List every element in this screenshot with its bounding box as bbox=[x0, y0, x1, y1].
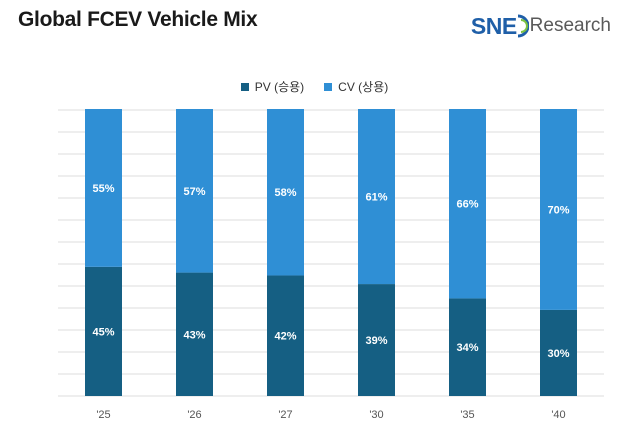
bar-pv-2 bbox=[267, 275, 304, 396]
data-label-pv-5: 30% bbox=[547, 348, 569, 360]
x-tick-label-0: '25 bbox=[96, 409, 110, 421]
legend-label-cv: CV (상용) bbox=[338, 80, 389, 94]
data-label-pv-1: 43% bbox=[183, 329, 205, 341]
data-label-cv-2: 58% bbox=[274, 187, 296, 199]
data-label-pv-3: 39% bbox=[365, 335, 387, 347]
x-tick-label-1: '26 bbox=[187, 409, 201, 421]
bar-pv-3 bbox=[358, 284, 395, 396]
x-tick-label-4: '35 bbox=[460, 409, 474, 421]
bar-pv-0 bbox=[85, 266, 122, 396]
data-label-cv-0: 55% bbox=[92, 183, 114, 195]
logo-swoosh-icon bbox=[517, 14, 529, 38]
data-label-pv-4: 34% bbox=[456, 342, 478, 354]
logo-primary: SNE bbox=[470, 12, 517, 39]
data-label-cv-4: 66% bbox=[456, 199, 478, 211]
page-title: Global FCEV Vehicle Mix bbox=[18, 8, 258, 31]
x-tick-label-3: '30 bbox=[369, 409, 383, 421]
bar-cv-3 bbox=[358, 109, 395, 285]
data-label-cv-5: 70% bbox=[547, 204, 569, 216]
bar-pv-4 bbox=[449, 298, 486, 396]
data-label-cv-1: 57% bbox=[183, 186, 205, 198]
bar-pv-1 bbox=[176, 272, 213, 396]
bar-cv-1 bbox=[176, 109, 213, 273]
bar-pv-5 bbox=[540, 309, 577, 396]
x-tick-label-2: '27 bbox=[278, 409, 292, 421]
bar-cv-0 bbox=[85, 109, 122, 267]
legend-label-pv: PV (승용) bbox=[254, 80, 305, 94]
legend-item-pv: PV (승용) bbox=[240, 78, 305, 95]
legend-item-cv: CV (상용) bbox=[324, 78, 388, 95]
legend-swatch-pv bbox=[240, 82, 249, 91]
chart-legend: PV (승용) CV (상용) bbox=[0, 78, 629, 95]
bar-cv-5 bbox=[540, 109, 577, 310]
data-label-pv-2: 42% bbox=[274, 331, 296, 343]
legend-swatch-cv bbox=[324, 82, 333, 91]
data-label-cv-3: 61% bbox=[365, 192, 387, 204]
data-label-pv-0: 45% bbox=[92, 326, 114, 338]
bar-cv-4 bbox=[449, 109, 486, 299]
x-tick-label-5: '40 bbox=[551, 409, 565, 421]
sne-research-logo: SNE Research bbox=[471, 12, 611, 40]
logo-secondary: Research bbox=[529, 15, 611, 36]
bar-cv-2 bbox=[267, 109, 304, 276]
